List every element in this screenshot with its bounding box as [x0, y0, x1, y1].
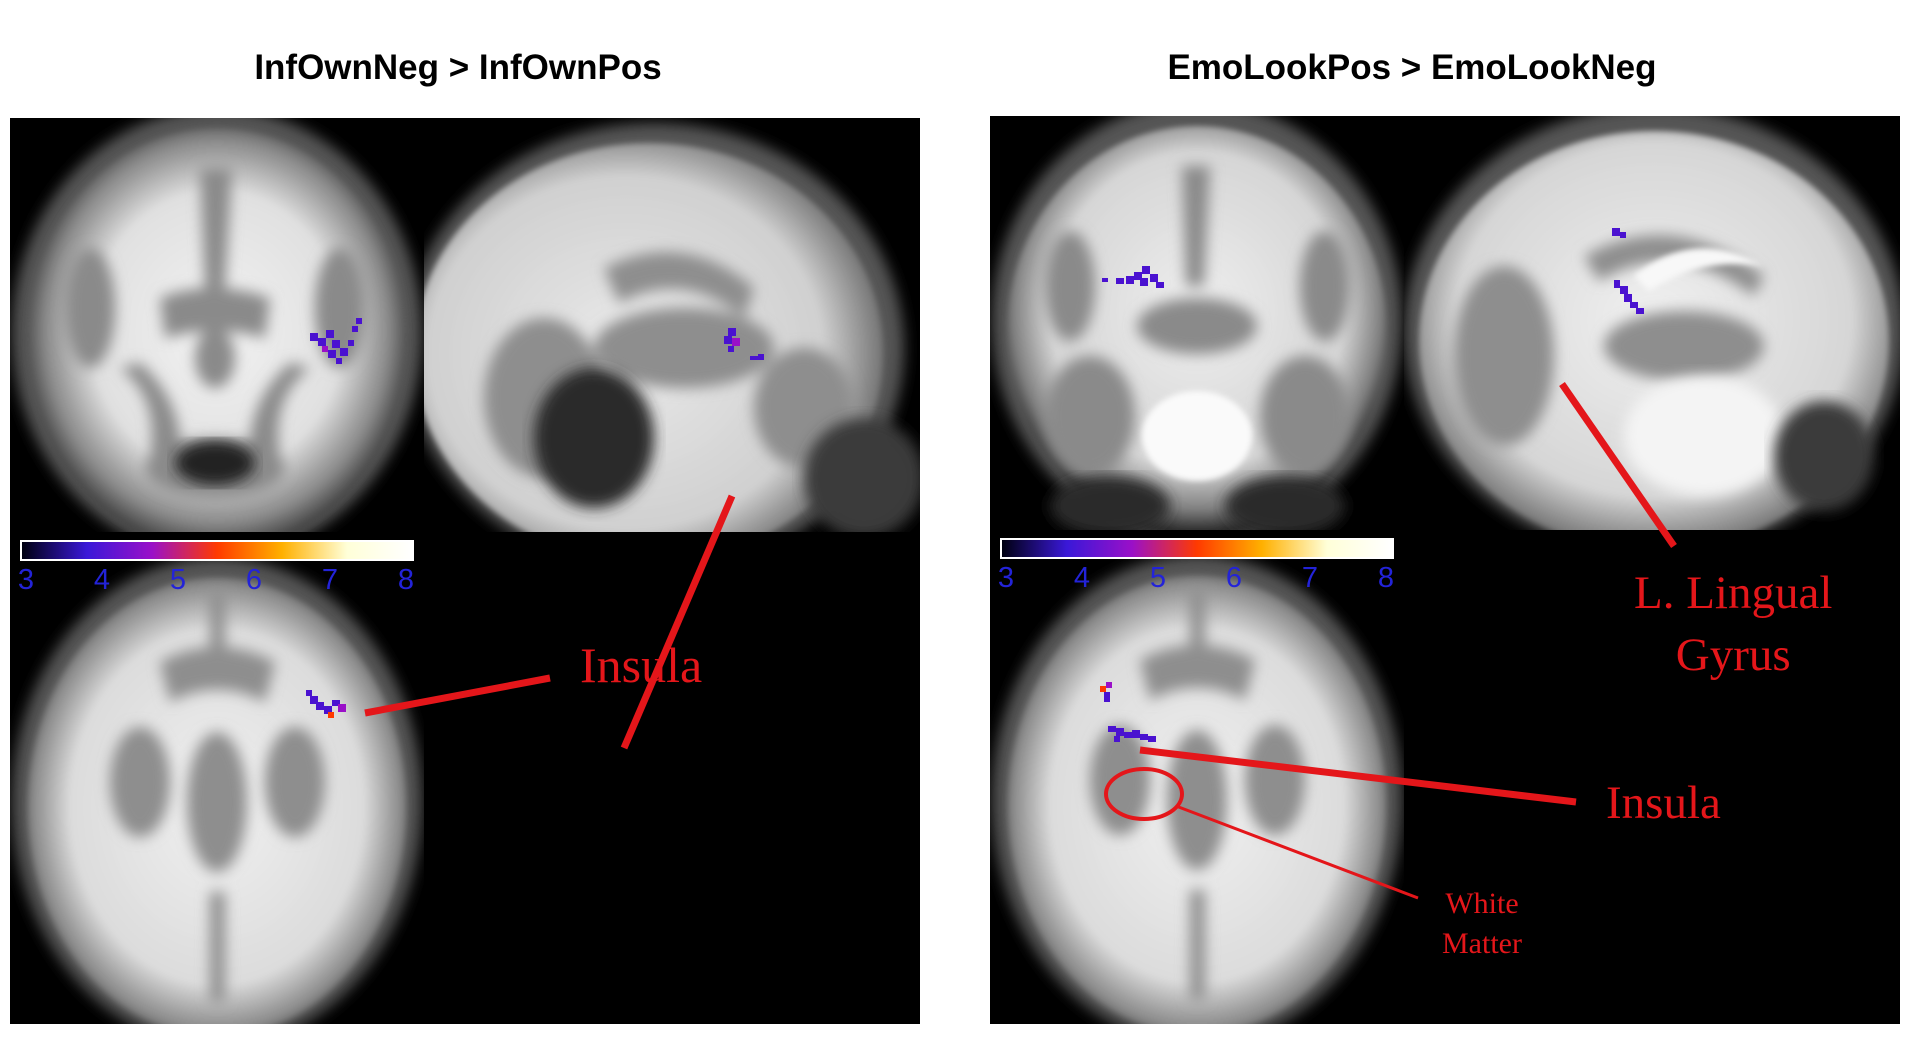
insula-label-left: Insula [580, 637, 703, 693]
colorbar-right [1000, 538, 1394, 559]
panel-title-right: EmoLookPos > EmoLookNeg [1167, 48, 1657, 87]
lingual-gyrus-label: L. Lingual Gyrus [1634, 562, 1832, 686]
tick-label: 3 [997, 562, 1015, 594]
tick-label: 4 [93, 564, 111, 596]
axial-slice-left [10, 532, 424, 1024]
axial-slice-right [990, 530, 1404, 1024]
tick-label: 3 [17, 564, 35, 596]
activation-cluster-coronal [1102, 266, 1164, 288]
white-matter-label-line2: Matter [1442, 927, 1522, 960]
tick-label: 7 [1301, 562, 1319, 594]
colorbar-left [20, 540, 414, 561]
insula-label-right: Insula [1606, 777, 1721, 829]
tick-label: 8 [1377, 562, 1395, 594]
brain-figure-left: 3 4 5 6 7 8 Insula [10, 118, 920, 1024]
activation-cluster-coronal [310, 318, 362, 364]
coronal-slice-left [10, 118, 424, 532]
lingual-gyrus-label-line1: L. Lingual [1634, 567, 1833, 619]
tick-label: 5 [169, 564, 187, 596]
sagittal-slice-left [424, 118, 920, 532]
tick-label: 4 [1073, 562, 1091, 594]
coronal-slice-right [990, 116, 1404, 530]
tick-label: 8 [397, 564, 415, 596]
colorbar-ticks-right: 3 4 5 6 7 8 [998, 562, 1394, 596]
lingual-gyrus-label-line2: Gyrus [1675, 629, 1791, 681]
activation-cluster-sagittal [1612, 228, 1644, 314]
brain-figure-right: 3 4 5 6 7 8 L. Lingual Gyrus Insula Whit… [990, 116, 1900, 1024]
tick-label: 6 [1225, 562, 1243, 594]
activation-cluster-axial [306, 690, 346, 718]
panel-title-left: InfOwnNeg > InfOwnPos [254, 48, 662, 87]
white-matter-label: White Matter [1442, 884, 1522, 964]
tick-label: 6 [245, 564, 263, 596]
white-matter-label-line1: White [1445, 887, 1519, 920]
tick-label: 7 [321, 564, 339, 596]
colorbar-ticks-left: 3 4 5 6 7 8 [18, 564, 414, 598]
activation-cluster-sagittal [724, 328, 764, 360]
tick-label: 5 [1149, 562, 1167, 594]
activation-cluster-axial [1100, 682, 1156, 742]
sagittal-slice-right [1404, 116, 1900, 530]
